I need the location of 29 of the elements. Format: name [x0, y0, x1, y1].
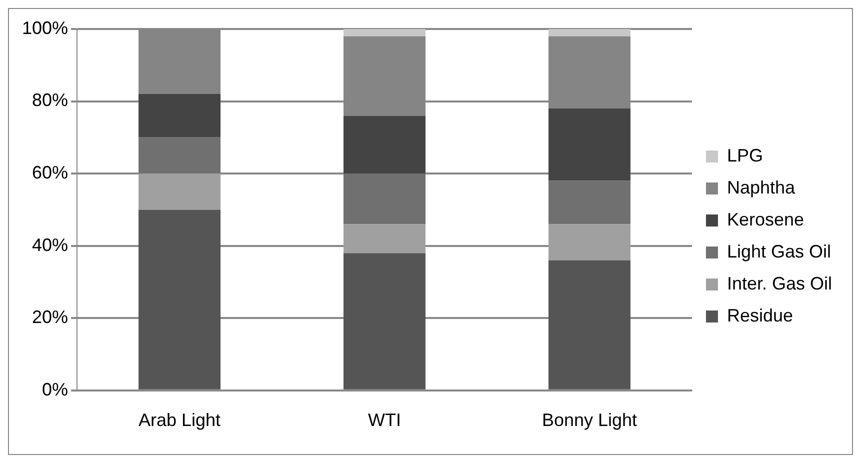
legend-label: Residue [726, 305, 794, 326]
y-tick-label: 0% [42, 379, 68, 400]
bar [344, 29, 426, 36]
bar [138, 210, 221, 390]
bar [548, 29, 630, 36]
y-tick-label: 60% [32, 162, 68, 183]
legend-label: LPG [726, 145, 763, 166]
y-tick-label: 20% [32, 307, 68, 328]
bar [548, 260, 630, 390]
bar [138, 174, 221, 210]
bar [344, 174, 426, 224]
y-tick-label: 80% [32, 90, 68, 110]
legend-label: Inter. Gas Oil [726, 273, 832, 294]
bar [548, 224, 630, 260]
x-tick-label: WTI [368, 410, 401, 430]
legend-label: Light Gas Oil [726, 241, 832, 262]
bar [138, 137, 221, 174]
y-tick-label: 40% [32, 234, 68, 255]
legend-label: Kerosene [726, 209, 804, 230]
legend-label: Naphtha [726, 177, 796, 198]
bar [548, 180, 630, 224]
bar [344, 224, 426, 254]
bar [138, 94, 221, 138]
bar [344, 116, 426, 174]
y-tick-label: 100% [22, 18, 68, 38]
bar [344, 253, 426, 390]
bar [548, 108, 630, 181]
x-tick-label: Bonny Light [542, 410, 638, 430]
x-tick-label: Arab Light [138, 410, 221, 430]
